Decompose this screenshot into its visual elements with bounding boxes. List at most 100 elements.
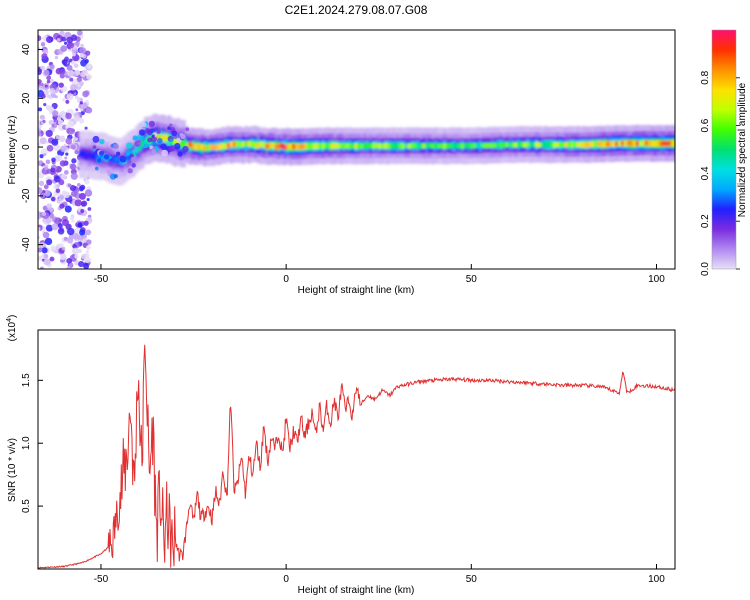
heatmap-cell	[612, 141, 616, 147]
heatmap-cell	[600, 141, 604, 147]
heatmap-cell	[369, 143, 373, 149]
heatmap-cell	[185, 142, 189, 149]
heatmap-cell	[457, 143, 462, 149]
heatmap-cell	[303, 143, 308, 149]
heatmap-cell	[77, 30, 83, 36]
heatmap-cell	[40, 41, 46, 47]
snr-x-ticks: -50 0 50 100	[94, 564, 665, 585]
heatmap-cell	[50, 167, 56, 173]
heatmap-cell	[67, 69, 75, 77]
heatmap-cell	[620, 140, 625, 146]
heatmap-cell	[50, 196, 56, 202]
heatmap-cell	[66, 266, 72, 269]
heatmap-cell	[158, 133, 163, 141]
snr-y-tick-label: 1.0	[21, 436, 32, 450]
heatmap-cell	[309, 143, 314, 150]
heatmap-cell	[131, 163, 136, 168]
heatmap-ridge	[78, 113, 675, 186]
heatmap-cell	[74, 115, 81, 122]
heatmap-cell	[286, 143, 290, 150]
heatmap-cell	[59, 73, 65, 79]
heatmap-cell	[209, 144, 213, 150]
heatmap-cell	[82, 90, 89, 98]
heatmap-y-ticks: -40 -20 0 20 40	[21, 44, 43, 252]
heatmap-cell	[647, 140, 652, 147]
heatmap-y-tick-label: 0	[21, 144, 32, 150]
heatmap-cell	[247, 141, 252, 147]
heatmap-cell	[126, 142, 133, 149]
heatmap-cell	[395, 143, 400, 149]
heatmap-cell	[85, 229, 92, 236]
heatmap-cell	[226, 143, 231, 149]
heatmap-cell	[81, 200, 88, 207]
heatmap-cell	[69, 163, 77, 171]
heatmap-x-tick-label: 0	[283, 274, 289, 285]
heatmap-cell	[585, 142, 589, 148]
heatmap-cell	[69, 77, 74, 82]
heatmap-cell	[360, 143, 364, 149]
heatmap-cell	[113, 174, 118, 179]
heatmap-cell	[81, 150, 86, 158]
colorbar-bar	[712, 30, 736, 269]
heatmap-cell	[327, 143, 332, 149]
heatmap-cell	[72, 244, 77, 249]
heatmap-cell	[85, 250, 90, 254]
heatmap-cell	[537, 142, 542, 148]
heatmap-cell	[45, 129, 53, 138]
heatmap-cell	[156, 129, 161, 134]
snr-x-axis-title: Height of straight line (km)	[298, 585, 415, 596]
heatmap-cell	[108, 155, 112, 160]
heatmap-cell	[564, 142, 569, 148]
heatmap-cell	[90, 152, 95, 160]
heatmap-cell	[440, 143, 444, 149]
heatmap-cell	[138, 129, 146, 136]
heatmap-cell	[194, 144, 198, 150]
heatmap-cell	[52, 104, 56, 108]
heatmap-cell	[324, 142, 329, 149]
snr-y-tick-label: 1.5	[21, 373, 32, 387]
heatmap-cell	[79, 81, 84, 87]
heatmap-cell	[168, 145, 175, 152]
heatmap-cell	[135, 146, 139, 154]
heatmap-cell	[43, 103, 47, 107]
heatmap-cell	[520, 141, 524, 148]
heatmap-cell	[132, 135, 138, 141]
heatmap-cell	[85, 245, 91, 250]
heatmap-cell	[49, 78, 55, 84]
heatmap-cell	[481, 142, 486, 149]
heatmap-cell	[609, 141, 613, 147]
heatmap-cell	[49, 88, 56, 94]
snr-x-tick-label: 100	[648, 574, 665, 585]
heatmap-cell	[466, 142, 471, 149]
heatmap-cell	[635, 140, 640, 147]
heatmap-cell	[407, 143, 412, 149]
heatmap-cell	[558, 142, 563, 148]
heatmap-cell	[42, 189, 46, 194]
heatmap-cell	[416, 143, 421, 149]
heatmap-cell	[70, 144, 76, 150]
heatmap-cell	[543, 141, 548, 148]
heatmap-cell	[656, 140, 661, 147]
heatmap-cell	[603, 141, 607, 147]
heatmap-cell	[43, 69, 50, 76]
heatmap-cell	[552, 142, 557, 148]
heatmap-cell	[71, 247, 79, 255]
heatmap-cell	[87, 151, 92, 159]
heatmap-x-tick-label: 50	[466, 274, 478, 285]
heatmap-cell	[173, 137, 178, 145]
heatmap-cell	[171, 130, 178, 137]
heatmap-cell	[46, 144, 54, 152]
heatmap-cell	[57, 119, 64, 126]
heatmap-cell	[48, 119, 54, 126]
heatmap-cell	[86, 197, 90, 202]
heatmap-cell	[235, 140, 240, 147]
heatmap-cell	[487, 142, 492, 149]
heatmap-cell	[41, 211, 47, 217]
heatmap-cell	[594, 141, 598, 147]
heatmap-cell	[386, 143, 391, 149]
heatmap-cell	[39, 266, 44, 269]
heatmap-cell	[79, 52, 85, 58]
heatmap-cell	[529, 141, 533, 148]
heatmap-cell	[312, 143, 317, 150]
heatmap-cell	[345, 143, 349, 149]
